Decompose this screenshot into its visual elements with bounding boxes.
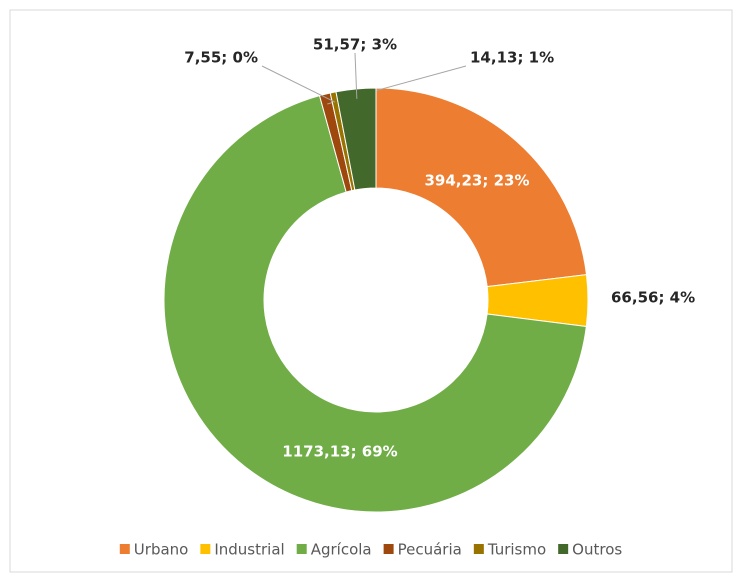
legend: Urbano Industrial Agrícola Pecuária Turismo O… [119,541,622,559]
legend-label: Agrícola [311,541,372,559]
data-label: 7,55; 0% [184,49,258,67]
legend-label: Turismo [487,541,546,559]
legend-label: Pecuária [398,541,462,559]
legend-label: Urbano [134,541,189,559]
legend-swatch [558,544,569,554]
legend-label: Outros [572,541,622,559]
leader-line [261,65,336,103]
slice [163,95,587,513]
data-label: 66,56; 4% [611,289,695,307]
legend-label: Industrial [214,541,284,559]
data-label: 394,23; 23% [424,172,529,190]
legend-swatch [119,544,130,554]
data-label: 14,13; 1% [470,49,554,67]
data-label: 1173,13; 69% [282,443,397,461]
legend-swatch [200,544,211,554]
leader-line [354,52,358,99]
slice [375,87,588,288]
data-label: 51,57; 3% [313,36,397,54]
legend-swatch [383,544,394,554]
legend-swatch [473,544,484,554]
slice [335,87,377,191]
legend-swatch [296,544,307,554]
